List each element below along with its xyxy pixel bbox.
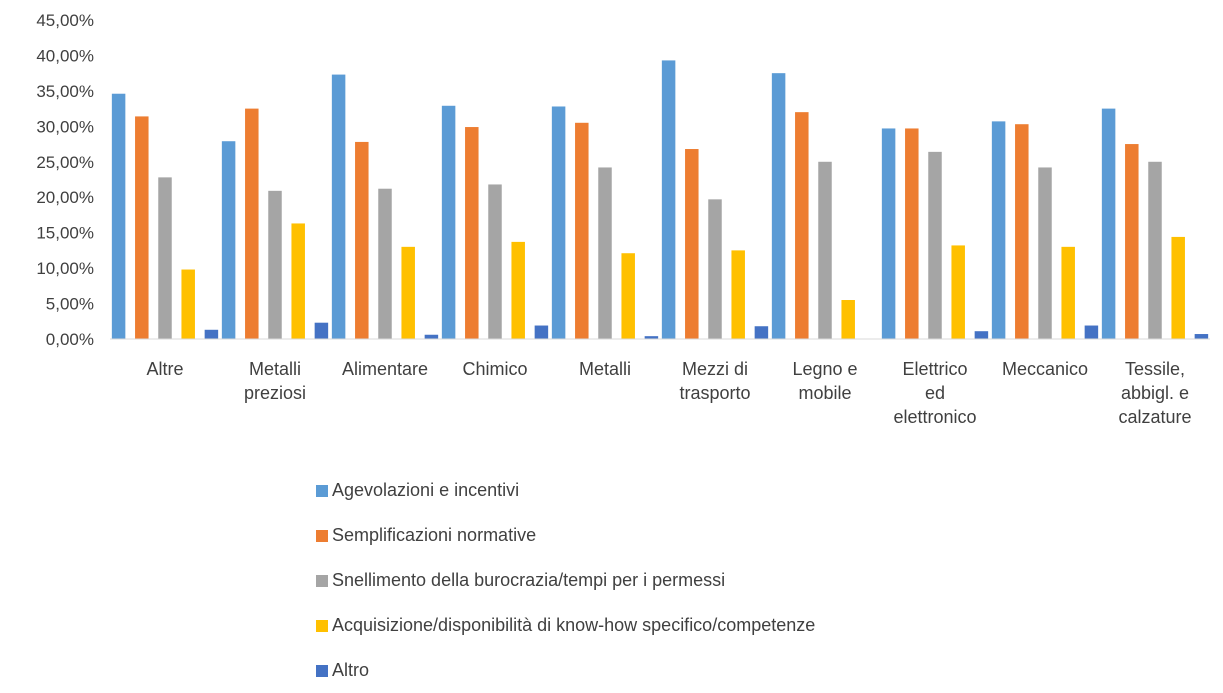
legend-item: Agevolazioni e incentivi (316, 468, 815, 513)
legend-swatch (316, 619, 328, 632)
legend-label: Altro (332, 660, 370, 680)
legend-swatch (316, 529, 328, 542)
x-category-label: Tessile, abbigl. e calzature (1118, 359, 1191, 427)
x-category-label: Chimico (462, 359, 527, 379)
y-axis: 0,00% 5,00% 10,00% 15,00% 20,00% 25,00% 30,00%… (36, 11, 94, 349)
bar (204, 329, 219, 339)
bar (331, 74, 346, 339)
bar (268, 190, 282, 339)
bar (1084, 325, 1099, 339)
bar (644, 336, 659, 339)
bar (991, 121, 1006, 339)
bar (708, 199, 722, 339)
bar (951, 245, 965, 339)
bar-chart: 0,00% 5,00% 10,00% 15,00% 20,00% 25,00% 30,00%… (36, 11, 1210, 427)
bar (1101, 108, 1116, 339)
bar (905, 128, 919, 339)
legend-label: Snellimento della burocrazia/tempi per i… (332, 570, 726, 590)
bar (534, 325, 549, 339)
bar (291, 223, 305, 339)
legend-item: Altro (316, 648, 815, 693)
x-axis: Altre Metalli preziosi Alimentare Chimico Met… (146, 359, 1191, 427)
bar (928, 151, 942, 339)
x-category-label: Alimentare (342, 359, 428, 379)
bar (1194, 334, 1209, 339)
bar (974, 331, 989, 339)
y-tick-label: 5,00% (46, 295, 94, 314)
y-tick-label: 35,00% (36, 82, 94, 101)
bar (731, 250, 745, 339)
x-category-label: Altre (146, 359, 183, 379)
bar (841, 300, 855, 339)
x-category-label: Elettrico ed elettronico (893, 359, 976, 427)
bar (661, 60, 676, 339)
bar (111, 93, 126, 339)
bar (575, 122, 589, 340)
y-tick-label: 0,00% (46, 330, 94, 349)
x-category-label: Metalli (579, 359, 631, 379)
y-tick-label: 40,00% (36, 46, 94, 65)
y-tick-label: 25,00% (36, 153, 94, 172)
bar (181, 269, 195, 339)
bar (511, 241, 525, 339)
legend-item: Acquisizione/disponibilità di know-how s… (316, 603, 815, 648)
bar (158, 177, 172, 339)
bar (685, 149, 699, 339)
bar (621, 253, 635, 339)
legend-label: Acquisizione/disponibilità di know-how s… (332, 615, 816, 635)
y-tick-label: 15,00% (36, 224, 94, 243)
legend-item: Snellimento della burocrazia/tempi per i… (316, 558, 815, 603)
legend-label: Semplificazioni normative (332, 525, 537, 545)
bar (221, 141, 236, 339)
legend-swatch (316, 664, 328, 677)
bar (818, 161, 832, 339)
bar (1171, 236, 1185, 339)
x-category-label: Metalli preziosi (244, 359, 306, 403)
bar (245, 108, 259, 339)
bar (314, 322, 329, 339)
bar (598, 167, 612, 339)
bar (441, 105, 456, 339)
bar (1148, 161, 1162, 339)
bar (754, 326, 769, 339)
bar (771, 73, 786, 340)
bar (488, 184, 502, 339)
bar (1038, 167, 1052, 339)
bar (1015, 124, 1029, 339)
y-tick-label: 20,00% (36, 188, 94, 207)
bar (424, 334, 439, 339)
legend: Agevolazioni e incentivi Semplificazioni … (316, 468, 815, 693)
bar (135, 116, 149, 339)
legend-label: Agevolazioni e incentivi (332, 480, 520, 500)
bar (551, 106, 566, 340)
bar (1061, 246, 1075, 339)
bar (881, 128, 896, 339)
bar (1125, 144, 1139, 339)
legend-swatch (316, 574, 328, 587)
legend-item: Semplificazioni normative (316, 513, 815, 558)
bar (378, 188, 392, 339)
y-tick-label: 10,00% (36, 259, 94, 278)
bar (355, 141, 369, 339)
bar (401, 246, 415, 339)
legend-swatch (316, 484, 328, 497)
x-category-label: Meccanico (1002, 359, 1088, 379)
bar (465, 127, 479, 339)
x-category-label: Mezzi di trasporto (679, 359, 750, 403)
x-category-label: Legno e mobile (792, 359, 857, 403)
y-tick-label: 30,00% (36, 117, 94, 136)
y-tick-label: 45,00% (36, 11, 94, 30)
bars (111, 60, 1209, 340)
bar (795, 112, 809, 340)
